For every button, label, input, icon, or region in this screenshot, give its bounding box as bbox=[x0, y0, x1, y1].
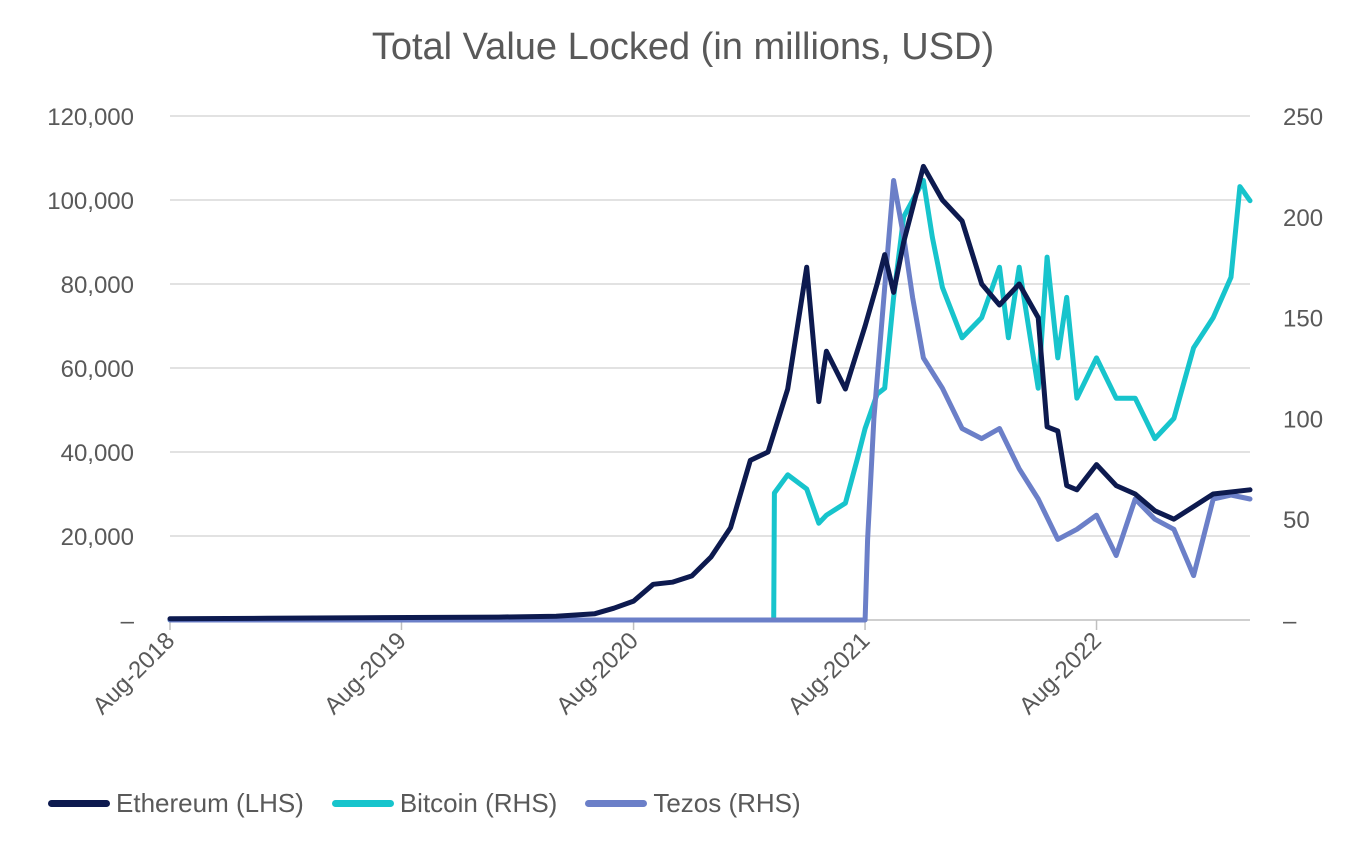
y-right-tick-label: 150 bbox=[1283, 306, 1323, 333]
series-lines bbox=[167, 163, 1253, 623]
chart-title: Total Value Locked (in millions, USD) bbox=[371, 26, 995, 68]
y-right-tick-label: 250 bbox=[1283, 104, 1323, 131]
y-left-tick-label: 60,000 bbox=[61, 356, 134, 383]
series-line-ethereum bbox=[167, 163, 1253, 622]
y-left-tick-label: 20,000 bbox=[61, 524, 134, 551]
x-tick-label: Aug-2018 bbox=[88, 627, 181, 720]
y-left-tick-label: 40,000 bbox=[61, 440, 134, 467]
legend-item-bitcoin: Bitcoin (RHS) bbox=[331, 788, 558, 819]
y-right-tick-label: 50 bbox=[1283, 507, 1310, 534]
legend-swatch-tezos bbox=[585, 800, 648, 807]
legend-item-tezos: Tezos (RHS) bbox=[585, 788, 801, 819]
legend-swatch-ethereum bbox=[48, 800, 110, 807]
legend-label-bitcoin: Bitcoin (RHS) bbox=[399, 788, 558, 818]
legend-item-ethereum: Ethereum (LHS) bbox=[48, 788, 304, 819]
legend: Ethereum (LHS) Bitcoin (RHS) Tezos (RHS) bbox=[48, 788, 801, 819]
gridlines bbox=[170, 115, 1250, 537]
legend-label-tezos: Tezos (RHS) bbox=[653, 788, 801, 818]
y-right-tick-label: 100 bbox=[1283, 406, 1323, 433]
y-left-tick-label: 80,000 bbox=[61, 272, 134, 299]
y-right-tick-label: 200 bbox=[1283, 205, 1323, 232]
x-tick-label: Aug-2021 bbox=[783, 627, 876, 720]
y-left-tick-label: – bbox=[121, 608, 135, 635]
y-right-tick-label: – bbox=[1283, 608, 1297, 635]
axes: – 20,000 40,000 60,000 80,000 100,000 120,000 –… bbox=[47, 104, 1323, 720]
x-tick-label: Aug-2020 bbox=[551, 627, 644, 720]
legend-label-ethereum: Ethereum (LHS) bbox=[116, 788, 304, 818]
y-left-tick-label: 120,000 bbox=[47, 104, 134, 131]
x-tick-label: Aug-2022 bbox=[1014, 627, 1107, 720]
x-tick-label: Aug-2019 bbox=[319, 627, 412, 720]
y-left-tick-label: 100,000 bbox=[47, 188, 134, 215]
legend-swatch-bitcoin bbox=[331, 800, 394, 807]
